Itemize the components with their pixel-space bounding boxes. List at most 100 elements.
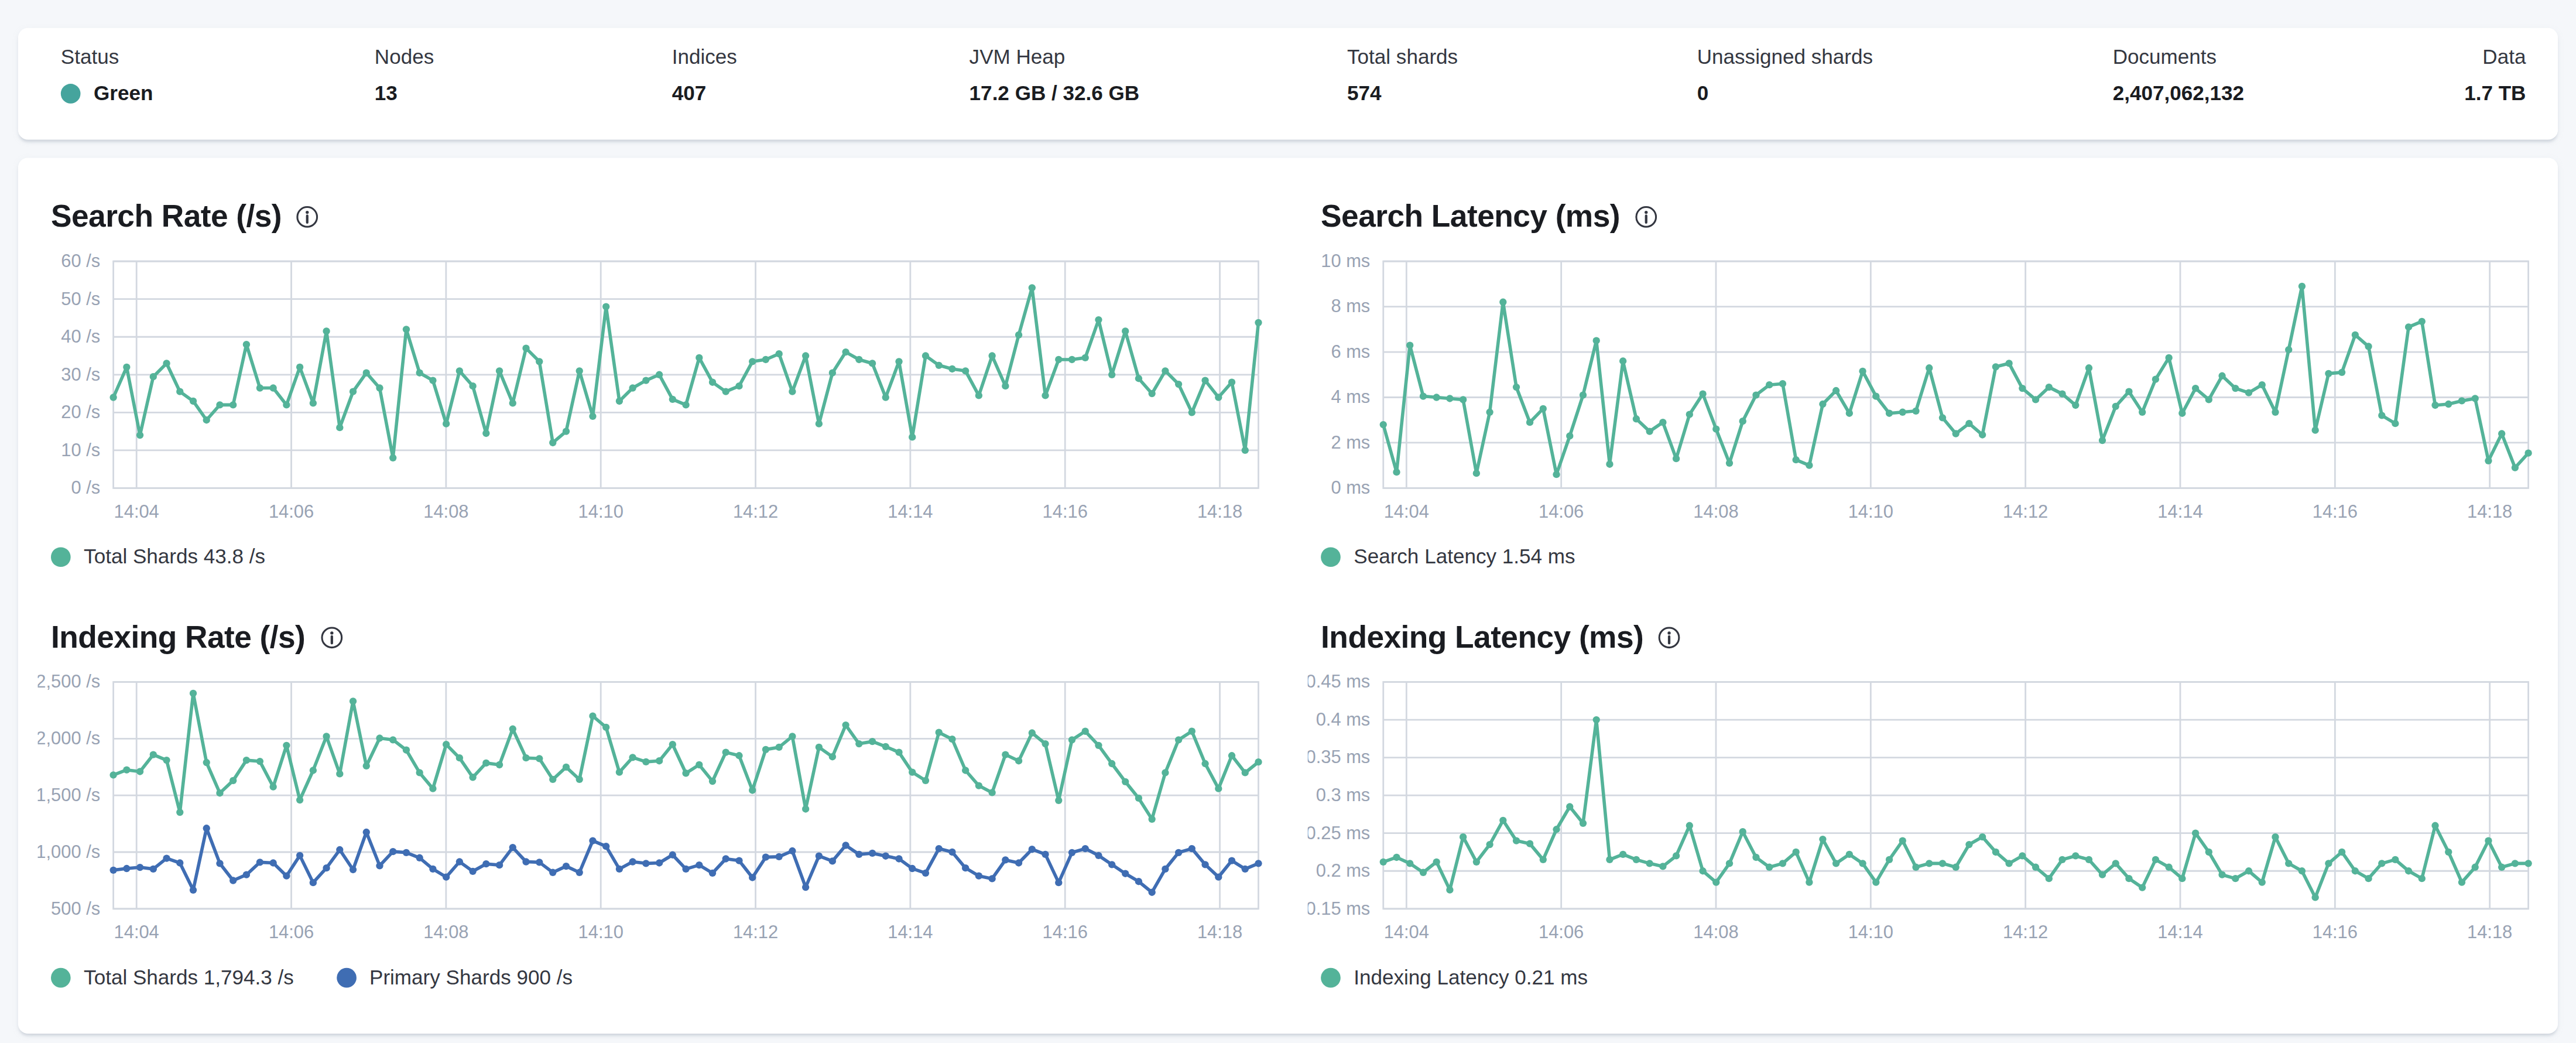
metric-label: JVM Heap bbox=[970, 46, 1347, 71]
metric-documents: Documents 2,407,062,132 bbox=[2113, 46, 2465, 105]
chart-panel-indexing-rate: Indexing Rate (/s) 500 /s1,000 /s1,500 /… bbox=[38, 618, 1269, 996]
indexing-latency-chart[interactable]: 0.15 ms0.2 ms0.25 ms0.3 ms0.35 ms0.4 ms0… bbox=[1308, 674, 2539, 953]
info-icon[interactable] bbox=[296, 206, 319, 228]
svg-text:0.35 ms: 0.35 ms bbox=[1308, 747, 1371, 767]
metric-label: Indices bbox=[672, 46, 970, 71]
legend-dot-icon bbox=[1321, 547, 1341, 567]
metric-value: 574 bbox=[1347, 82, 1697, 105]
svg-text:14:06: 14:06 bbox=[269, 501, 314, 522]
charts-panel: Search Rate (/s) 0 /s10 /s20 /s30 /s40 /… bbox=[18, 158, 2558, 1034]
chart-title-text: Search Latency (ms) bbox=[1321, 197, 1620, 237]
metric-label: Status bbox=[61, 46, 375, 71]
legend-dot-icon bbox=[1321, 968, 1341, 988]
svg-text:14:14: 14:14 bbox=[888, 922, 933, 942]
legend-item: Search Latency 1.54 ms bbox=[1321, 546, 1575, 569]
cluster-summary-bar: Status Green Nodes 13 Indices 407 JVM He… bbox=[18, 28, 2558, 140]
legend-dot-icon bbox=[51, 968, 71, 988]
svg-text:14:18: 14:18 bbox=[1197, 922, 1242, 942]
svg-text:14:14: 14:14 bbox=[888, 501, 933, 522]
chart-panel-search-rate: Search Rate (/s) 0 /s10 /s20 /s30 /s40 /… bbox=[38, 197, 1269, 575]
svg-text:14:08: 14:08 bbox=[423, 922, 468, 942]
legend-dot-icon bbox=[51, 547, 71, 567]
search-latency-chart[interactable]: 0 ms2 ms4 ms6 ms8 ms10 ms14:0414:0614:08… bbox=[1308, 253, 2539, 532]
svg-text:14:18: 14:18 bbox=[2467, 501, 2512, 522]
svg-text:0 ms: 0 ms bbox=[1331, 477, 1370, 498]
svg-text:14:16: 14:16 bbox=[1043, 501, 1088, 522]
svg-text:0.4 ms: 0.4 ms bbox=[1316, 709, 1371, 730]
chart-title-text: Search Rate (/s) bbox=[51, 197, 282, 237]
metric-total-shards: Total shards 574 bbox=[1347, 46, 1697, 105]
indexing-latency-legend: Indexing Latency 0.21 ms bbox=[1308, 960, 2539, 996]
metric-jvm-heap: JVM Heap 17.2 GB / 32.6 GB bbox=[970, 46, 1347, 105]
svg-text:4 ms: 4 ms bbox=[1331, 387, 1370, 407]
svg-text:8 ms: 8 ms bbox=[1331, 296, 1370, 316]
chart-panel-indexing-latency: Indexing Latency (ms) 0.15 ms0.2 ms0.25 … bbox=[1308, 618, 2539, 996]
svg-text:14:16: 14:16 bbox=[2313, 501, 2358, 522]
metric-unassigned-shards: Unassigned shards 0 bbox=[1697, 46, 2113, 105]
legend-dot-icon bbox=[337, 968, 357, 988]
indexing-rate-chart[interactable]: 500 /s1,000 /s1,500 /s2,000 /s2,500 /s14… bbox=[38, 674, 1269, 953]
metric-data-size: Data 1.7 TB bbox=[2464, 46, 2526, 105]
chart-panel-search-latency: Search Latency (ms) 0 ms 2 ms 4 ms 6 ms 8 ms… bbox=[1308, 197, 2539, 575]
search-latency-legend: Search Latency 1.54 ms bbox=[1308, 539, 2539, 575]
svg-text:14:16: 14:16 bbox=[2313, 922, 2358, 942]
svg-text:14:12: 14:12 bbox=[2003, 501, 2048, 522]
chart-title-indexing-rate: Indexing Rate (/s) bbox=[38, 618, 1269, 657]
svg-text:10 /s: 10 /s bbox=[61, 440, 100, 460]
info-icon[interactable] bbox=[1659, 626, 1681, 649]
search-rate-legend: Total Shards 43.8 /s bbox=[38, 539, 1269, 575]
svg-text:14:08: 14:08 bbox=[1693, 922, 1738, 942]
svg-text:2 ms: 2 ms bbox=[1331, 432, 1370, 453]
legend-item: Total Shards 1,794.3 /s bbox=[51, 966, 294, 989]
svg-text:1,500 /s: 1,500 /s bbox=[38, 785, 101, 805]
chart-title-text: Indexing Rate (/s) bbox=[51, 618, 305, 657]
svg-text:14:16: 14:16 bbox=[1043, 922, 1088, 942]
svg-text:6 ms: 6 ms bbox=[1331, 341, 1370, 362]
chart-title-indexing-latency: Indexing Latency (ms) bbox=[1308, 618, 2539, 657]
summary-row: Status Green Nodes 13 Indices 407 JVM He… bbox=[18, 28, 2558, 105]
legend-item: Primary Shards 900 /s bbox=[337, 966, 573, 989]
legend-item: Indexing Latency 0.21 ms bbox=[1321, 966, 1588, 989]
status-value-text: Green bbox=[94, 82, 153, 105]
svg-text:14:10: 14:10 bbox=[1848, 501, 1893, 522]
cluster-overview-page: Status Green Nodes 13 Indices 407 JVM He… bbox=[0, 0, 2576, 1043]
metric-value: 2,407,062,132 bbox=[2113, 82, 2465, 105]
charts-grid: Search Rate (/s) 0 /s10 /s20 /s30 /s40 /… bbox=[18, 158, 2558, 996]
search-rate-chart[interactable]: 0 /s10 /s20 /s30 /s40 /s50 /s60 /s14:041… bbox=[38, 253, 1269, 532]
legend-label: Indexing Latency 0.21 ms bbox=[1354, 966, 1588, 989]
svg-text:14:04: 14:04 bbox=[114, 922, 159, 942]
metric-label: Nodes bbox=[375, 46, 672, 71]
legend-item: Total Shards 43.8 /s bbox=[51, 546, 265, 569]
metric-label: Unassigned shards bbox=[1697, 46, 2113, 71]
metric-status: Status Green bbox=[61, 46, 375, 105]
metric-value: 17.2 GB / 32.6 GB bbox=[970, 82, 1347, 105]
svg-text:0.45 ms: 0.45 ms bbox=[1308, 674, 1371, 692]
svg-text:14:10: 14:10 bbox=[578, 501, 624, 522]
metric-label: Total shards bbox=[1347, 46, 1697, 71]
legend-label: Total Shards 1,794.3 /s bbox=[84, 966, 294, 989]
info-icon[interactable] bbox=[320, 626, 343, 649]
svg-text:2,500 /s: 2,500 /s bbox=[38, 674, 101, 692]
health-status-dot-icon bbox=[61, 84, 81, 104]
metric-label: Data bbox=[2464, 46, 2526, 71]
metric-value: 1.7 TB bbox=[2464, 82, 2526, 105]
svg-text:14:08: 14:08 bbox=[423, 501, 468, 522]
svg-text:0.2 ms: 0.2 ms bbox=[1316, 860, 1371, 881]
svg-text:14:12: 14:12 bbox=[2003, 922, 2048, 942]
legend-label: Total Shards 43.8 /s bbox=[84, 546, 265, 569]
svg-text:14:18: 14:18 bbox=[2467, 922, 2512, 942]
svg-text:0 /s: 0 /s bbox=[71, 477, 100, 498]
svg-text:30 /s: 30 /s bbox=[61, 364, 100, 385]
svg-text:14:10: 14:10 bbox=[1848, 922, 1893, 942]
svg-text:14:12: 14:12 bbox=[733, 922, 778, 942]
metric-nodes: Nodes 13 bbox=[375, 46, 672, 105]
svg-text:14:08: 14:08 bbox=[1693, 501, 1738, 522]
svg-text:14:04: 14:04 bbox=[1384, 501, 1429, 522]
svg-text:14:14: 14:14 bbox=[2157, 501, 2202, 522]
metric-label: Documents bbox=[2113, 46, 2465, 71]
svg-text:20 /s: 20 /s bbox=[61, 402, 100, 422]
svg-text:50 /s: 50 /s bbox=[61, 289, 100, 309]
metric-value: 407 bbox=[672, 82, 970, 105]
info-icon[interactable] bbox=[1635, 206, 1657, 228]
legend-label: Search Latency 1.54 ms bbox=[1354, 546, 1575, 569]
